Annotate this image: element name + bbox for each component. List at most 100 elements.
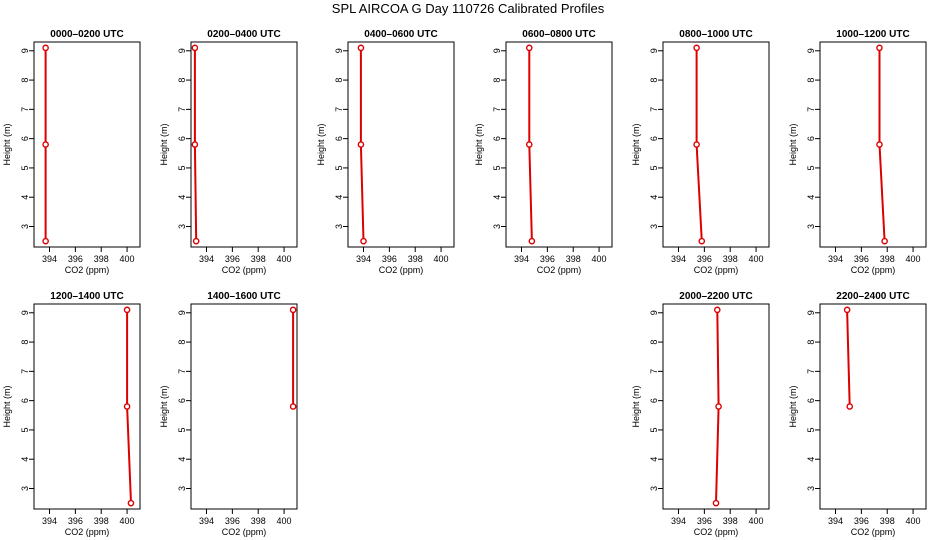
y-tick-label: 8 — [492, 78, 502, 83]
y-tick-label: 9 — [20, 48, 30, 53]
x-tick-label: 398 — [880, 516, 895, 526]
y-tick-label: 6 — [177, 136, 187, 141]
y-tick-label: 7 — [20, 107, 30, 112]
y-tick-label: 4 — [806, 457, 816, 462]
x-tick-label: 400 — [434, 254, 449, 264]
y-tick-label: 3 — [492, 224, 502, 229]
plot-frame — [33, 303, 141, 510]
y-tick-label: 4 — [177, 457, 187, 462]
y-tick-label: 8 — [20, 340, 30, 345]
x-tick-label: 400 — [277, 254, 292, 264]
profile-point — [876, 141, 883, 148]
x-tick-label: 396 — [697, 254, 712, 264]
profile-line — [846, 309, 851, 407]
y-tick-label: 3 — [177, 486, 187, 491]
plot-frame — [819, 303, 927, 510]
profile-panel: 0600–0800 UTC 394 396 398 400 CO2 (ppm) 3 4 5 6 7 8… — [474, 29, 613, 275]
panel-title: 0600–0800 UTC — [522, 29, 595, 40]
panel-title: 0200–0400 UTC — [207, 29, 280, 40]
x-tick-label: 398 — [723, 516, 738, 526]
profile-point — [846, 403, 854, 410]
y-tick-label: 5 — [177, 165, 187, 170]
y-tick-label: 8 — [177, 340, 187, 345]
y-axis-label: Height (m) — [2, 385, 12, 427]
x-axis-label: CO2 (ppm) — [851, 527, 896, 537]
x-tick-label: 398 — [723, 254, 738, 264]
y-tick-label: 4 — [492, 195, 502, 200]
x-tick-label: 396 — [225, 254, 240, 264]
x-tick-label: 400 — [749, 516, 764, 526]
y-tick-label: 9 — [334, 48, 344, 53]
panel-title: 0000–0200 UTC — [50, 29, 123, 40]
y-tick-label: 5 — [806, 165, 816, 170]
y-axis-label: Height (m) — [788, 123, 798, 165]
y-tick-label: 7 — [806, 107, 816, 112]
x-tick-label: 394 — [828, 254, 843, 264]
profile-point — [881, 237, 888, 245]
y-tick-label: 3 — [177, 224, 187, 229]
y-tick-label: 6 — [492, 136, 502, 141]
plot-frame — [662, 303, 770, 510]
x-tick-label: 398 — [251, 516, 266, 526]
y-tick-label: 5 — [177, 427, 187, 432]
y-tick-label: 8 — [649, 78, 659, 83]
profile-point — [289, 403, 297, 410]
profile-point — [192, 237, 200, 245]
profile-point — [191, 44, 199, 52]
panel-title: 1000–1200 UTC — [836, 29, 909, 40]
profile-point — [525, 44, 533, 52]
x-tick-label: 396 — [68, 516, 83, 526]
y-tick-label: 3 — [20, 486, 30, 491]
panel-title: 0400–0600 UTC — [364, 29, 437, 40]
y-tick-label: 7 — [177, 369, 187, 374]
panel-title: 1200–1400 UTC — [50, 291, 123, 302]
profile-point — [123, 306, 131, 314]
x-tick-label: 400 — [120, 254, 135, 264]
profile-point — [357, 44, 365, 52]
y-tick-label: 3 — [806, 224, 816, 229]
y-tick-label: 5 — [20, 427, 30, 432]
x-tick-label: 398 — [408, 254, 423, 264]
x-tick-label: 400 — [749, 254, 764, 264]
y-tick-label: 6 — [649, 136, 659, 141]
profile-point — [191, 141, 199, 148]
y-tick-label: 9 — [649, 48, 659, 53]
x-tick-label: 398 — [880, 254, 895, 264]
profile-point — [42, 237, 49, 245]
y-tick-label: 5 — [806, 427, 816, 432]
profile-point — [289, 306, 297, 314]
y-tick-label: 9 — [492, 48, 502, 53]
panel-title: 2200–2400 UTC — [836, 291, 909, 302]
y-tick-label: 7 — [492, 107, 502, 112]
y-tick-label: 6 — [806, 136, 816, 141]
y-tick-label: 3 — [20, 224, 30, 229]
x-tick-label: 400 — [277, 516, 292, 526]
profile-point — [525, 141, 533, 148]
y-tick-label: 8 — [806, 340, 816, 345]
y-tick-label: 4 — [177, 195, 187, 200]
y-tick-label: 7 — [334, 107, 344, 112]
y-tick-label: 5 — [334, 165, 344, 170]
y-axis-label: Height (m) — [316, 123, 326, 165]
y-tick-label: 5 — [649, 427, 659, 432]
y-tick-label: 6 — [20, 136, 30, 141]
profile-point — [42, 44, 49, 52]
x-tick-label: 398 — [566, 254, 581, 264]
x-tick-label: 394 — [199, 516, 214, 526]
panel-title: 2000–2200 UTC — [679, 291, 752, 302]
x-tick-label: 394 — [671, 516, 686, 526]
x-tick-label: 396 — [540, 254, 555, 264]
profile-panel: 1400–1600 UTC 394 396 398 400 CO2 (ppm) 3 4 5 6 7 8… — [159, 291, 298, 537]
profile-panel: 0800–1000 UTC 394 396 398 400 CO2 (ppm) 3 4 5 6 7 8… — [631, 29, 770, 275]
x-axis-label: CO2 (ppm) — [65, 265, 110, 275]
profile-point — [693, 44, 700, 52]
y-axis-label: Height (m) — [631, 123, 641, 165]
x-tick-label: 398 — [94, 254, 109, 264]
y-tick-label: 9 — [177, 310, 187, 315]
profile-point — [360, 237, 367, 245]
y-tick-label: 4 — [334, 195, 344, 200]
profile-point — [712, 499, 720, 507]
x-axis-label: CO2 (ppm) — [694, 527, 739, 537]
y-tick-label: 7 — [806, 369, 816, 374]
profile-point — [876, 44, 883, 52]
